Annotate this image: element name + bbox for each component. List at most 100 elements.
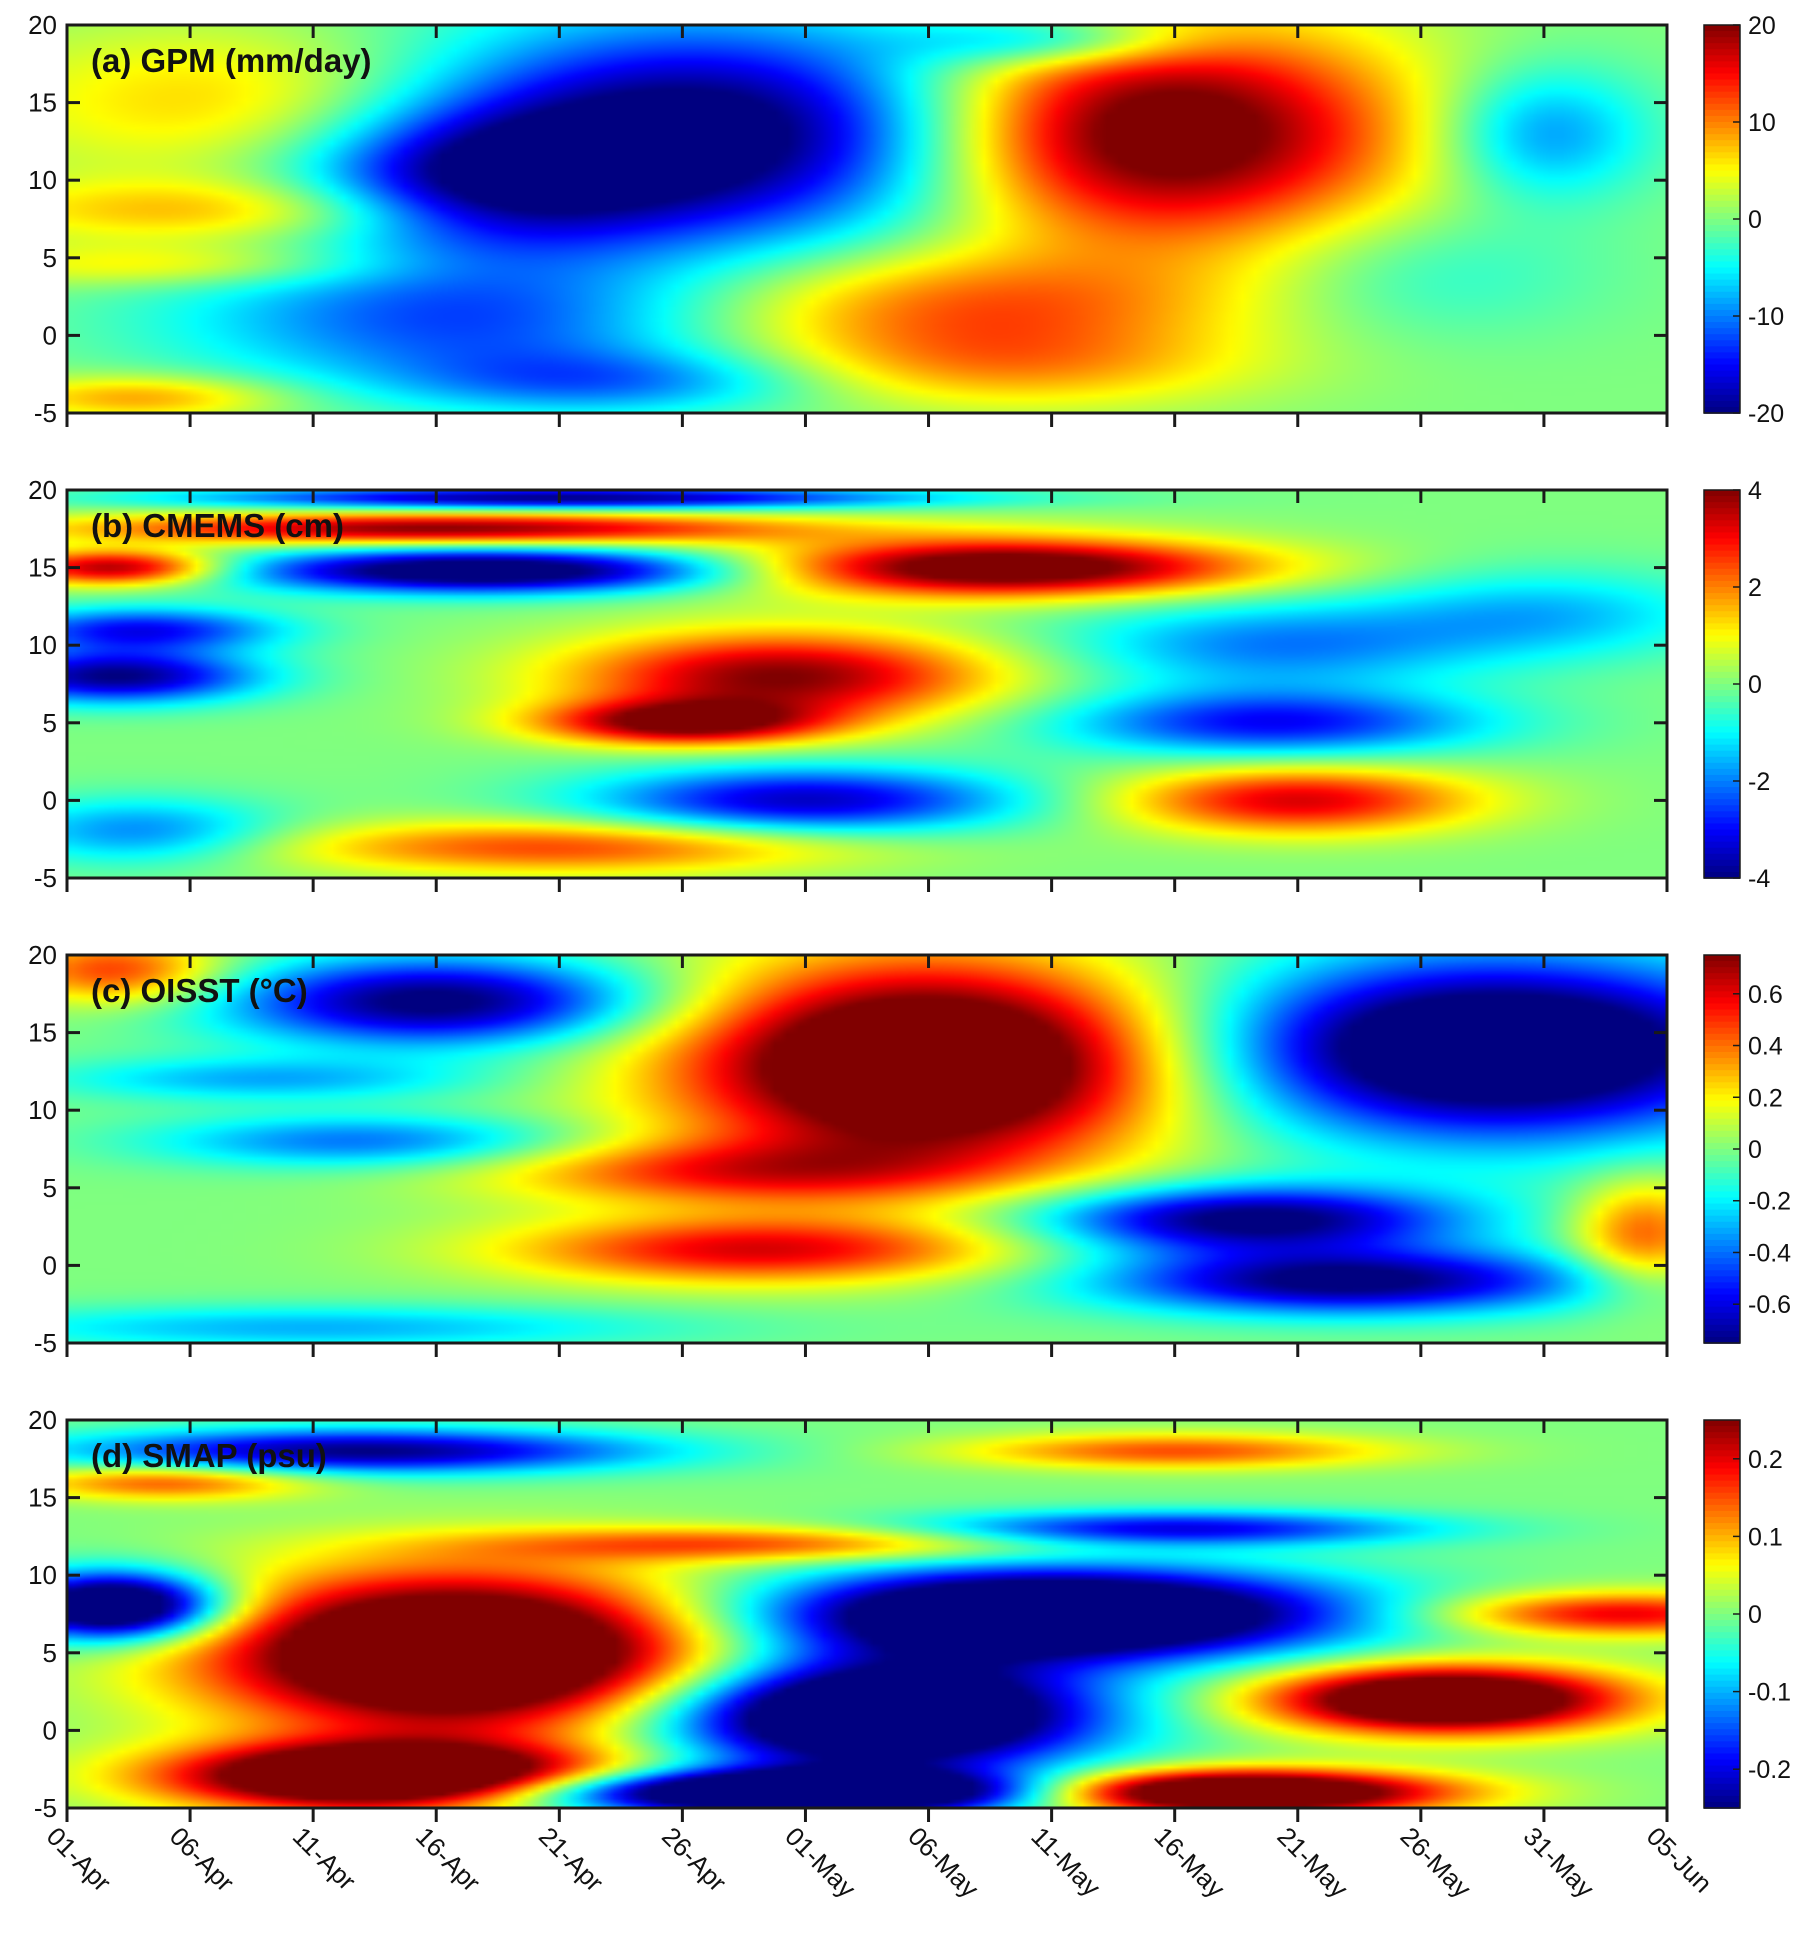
colorbar-step [1704, 617, 1740, 625]
colorbar-step [1704, 991, 1740, 999]
colorbar-step [1704, 1717, 1740, 1724]
colorbar-step [1704, 997, 1740, 1005]
colorbar-step [1704, 1559, 1740, 1567]
colorbar-step [1704, 285, 1740, 293]
colorbar-step [1704, 811, 1740, 819]
colorbar-step [1704, 562, 1740, 570]
colorbar-step [1704, 605, 1740, 613]
colorbar-step [1704, 1033, 1740, 1041]
colorbar-step [1704, 496, 1740, 503]
colorbar-step [1704, 538, 1740, 546]
colorbar-tick-label: 0 [1748, 671, 1762, 699]
colorbar-step [1704, 961, 1740, 968]
colorbar-step [1704, 967, 1740, 974]
colorbar-step [1704, 720, 1740, 728]
colorbar-step [1704, 738, 1740, 746]
colorbar-step [1704, 376, 1740, 384]
colorbar-step [1704, 744, 1740, 752]
y-tick-label: 5 [43, 1638, 57, 1668]
colorbar-step [1704, 1723, 1740, 1730]
colorbar: -20 -10 0 10 20 [1703, 12, 1784, 428]
colorbar-step [1704, 1492, 1740, 1500]
colorbar-step [1704, 134, 1740, 141]
colorbar-step [1704, 37, 1740, 44]
colorbar-step [1704, 237, 1740, 245]
x-tick-label: 05-Jun [1641, 1821, 1718, 1898]
colorbar-step [1704, 805, 1740, 813]
y-tick-label: 0 [43, 785, 57, 815]
colorbar-step [1704, 164, 1740, 172]
colorbar-tick-label: 0.2 [1748, 1084, 1783, 1112]
colorbar-step [1704, 1197, 1740, 1205]
colorbar-tick-label: -20 [1748, 400, 1784, 428]
y-tick-label: 10 [28, 1095, 57, 1125]
colorbar-step [1704, 334, 1740, 342]
y-tick-label: 20 [28, 475, 57, 505]
colorbar-step [1704, 1336, 1740, 1344]
colorbar-step [1704, 1523, 1740, 1530]
colorbar-step [1704, 593, 1740, 600]
colorbar-tick-label: 0.6 [1748, 981, 1783, 1009]
heatmap-field [67, 1420, 1667, 1808]
plot-frame [65, 488, 1669, 880]
colorbar-step [1704, 352, 1740, 360]
y-tick-label: 20 [28, 940, 57, 970]
colorbar-step [1704, 1203, 1740, 1211]
colorbar-step [1704, 1759, 1740, 1767]
y-tick-label: 15 [28, 1483, 57, 1513]
colorbar-step [1704, 170, 1740, 178]
colorbar-step [1704, 1064, 1740, 1071]
colorbar-step [1704, 1614, 1740, 1621]
colorbar-step [1704, 665, 1740, 673]
colorbar-step [1704, 629, 1740, 637]
colorbar-step [1704, 1535, 1740, 1543]
y-tick-label: 0 [43, 320, 57, 350]
colorbar-step [1704, 641, 1740, 649]
colorbar-step [1704, 793, 1740, 800]
colorbar-step [1704, 1529, 1740, 1536]
colorbar-step [1704, 1270, 1740, 1278]
colorbar-step [1704, 1686, 1740, 1694]
x-axis-labels: 01-Apr 06-Apr 11-Apr 16-Apr 21-Apr 26-Apr 01-M… [41, 1821, 1718, 1904]
colorbar-step [1704, 1468, 1740, 1476]
panel-title: (c) OISST (°C) [91, 972, 308, 1009]
y-tick-label: 10 [28, 630, 57, 660]
colorbar-step [1704, 1221, 1740, 1229]
colorbar-step [1704, 556, 1740, 564]
colorbar-step [1704, 1088, 1740, 1096]
colorbar-step [1704, 526, 1740, 534]
panel-b: -5 0 5 10 15 20 (b) CMEMS (cm) -4 -2 0 2 4 [28, 475, 1770, 893]
colorbar-step [1704, 1288, 1740, 1296]
colorbar-step [1704, 279, 1740, 287]
colorbar-step [1704, 1052, 1740, 1059]
colorbar-step [1704, 1130, 1740, 1138]
colorbar-step [1704, 829, 1740, 837]
colorbar-step [1704, 568, 1740, 576]
colorbar-step [1704, 1607, 1740, 1615]
y-tick-label: 15 [28, 1018, 57, 1048]
colorbar-step [1704, 200, 1740, 208]
colorbar-step [1704, 1015, 1740, 1023]
colorbar-step [1704, 267, 1740, 275]
colorbar-step [1704, 1173, 1740, 1181]
colorbar-step [1704, 1076, 1740, 1084]
panel-title: (a) GPM (mm/day) [91, 42, 372, 79]
colorbar-step [1704, 1765, 1740, 1773]
colorbar-tick-label: 10 [1748, 109, 1776, 137]
colorbar-step [1704, 979, 1740, 987]
colorbar-step [1704, 243, 1740, 251]
panel-c: -5 0 5 10 15 20 (c) OISST (°C) -0.6 -0.4 -0.2 0 0.2… [28, 940, 1791, 1358]
colorbar-step [1704, 985, 1740, 993]
colorbar-step [1704, 1729, 1740, 1737]
colorbar-step [1704, 550, 1740, 558]
colorbar-step [1704, 103, 1740, 111]
colorbar-step [1704, 1698, 1740, 1706]
y-tick-label: 10 [28, 1560, 57, 1590]
colorbar-step [1704, 835, 1740, 843]
colorbar-tick-label: 0 [1748, 1136, 1762, 1164]
colorbar-tick-label: -0.2 [1748, 1188, 1791, 1216]
colorbar-step [1704, 781, 1740, 788]
colorbar-step [1704, 1789, 1740, 1797]
colorbar-step [1704, 1783, 1740, 1791]
